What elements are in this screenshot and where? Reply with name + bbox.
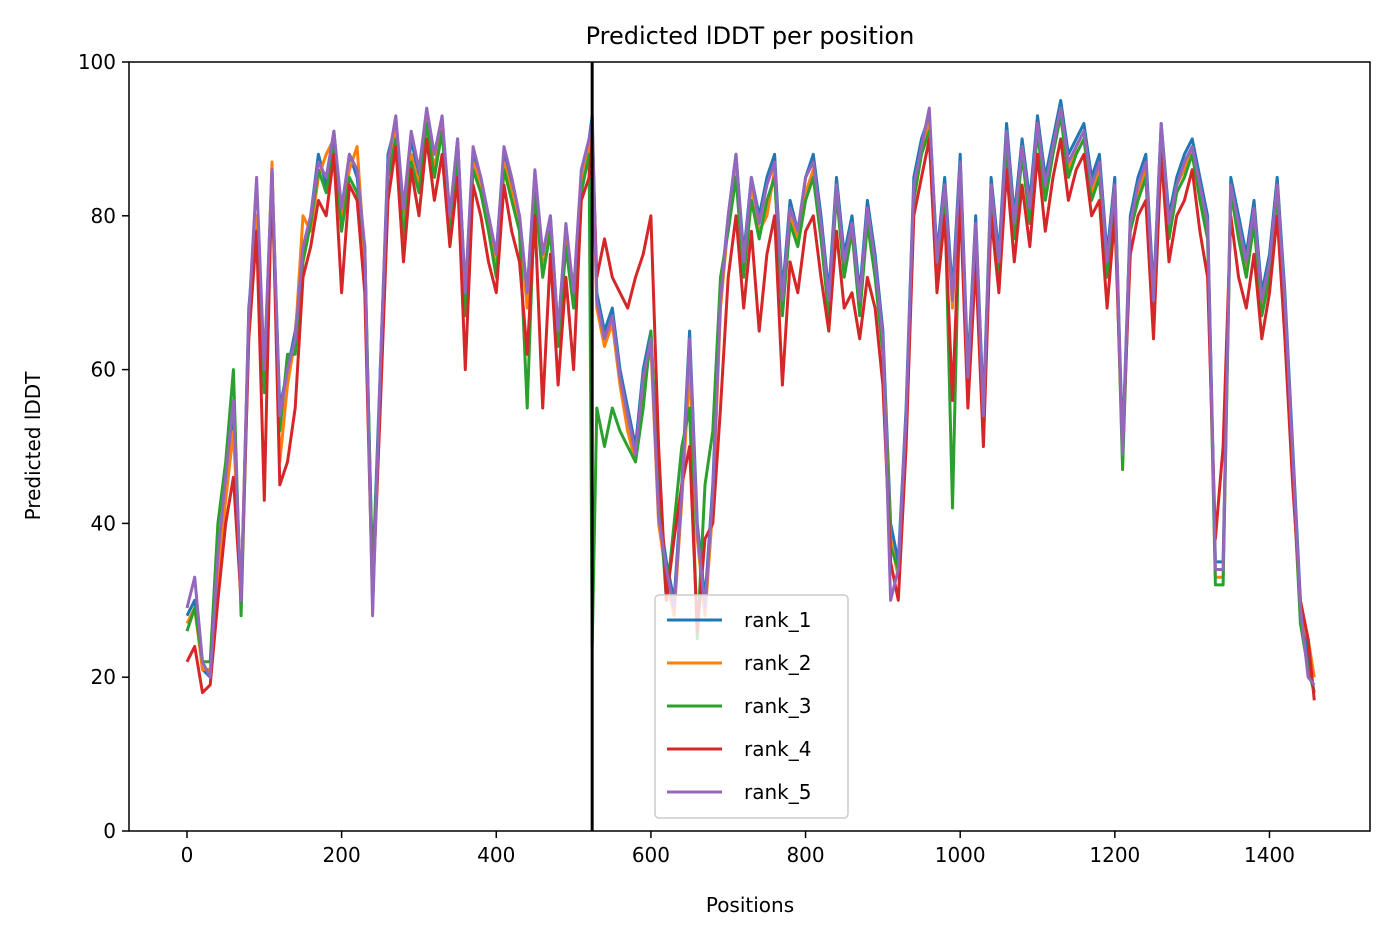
- chart-title: Predicted lDDT per position: [586, 22, 915, 50]
- y-tick-label: 20: [91, 665, 116, 689]
- y-axis-label: Predicted lDDT: [21, 371, 45, 521]
- y-tick-label: 60: [91, 358, 116, 382]
- series-layer: [185, 99, 1316, 701]
- x-tick-label: 800: [786, 843, 824, 867]
- x-tick-label: 1000: [935, 843, 986, 867]
- x-tick-label: 200: [323, 843, 361, 867]
- y-axis-ticks: 0 20 40 60 80 100: [78, 50, 129, 843]
- legend: rank_1 rank_2 rank_3 rank_4 rank_5: [654, 594, 849, 819]
- x-tick-label: 600: [632, 843, 670, 867]
- legend-label-rank_3: rank_3: [744, 694, 811, 718]
- legend-label-rank_2: rank_2: [744, 651, 811, 675]
- x-tick-label: 1200: [1089, 843, 1140, 867]
- x-tick-label: 1400: [1244, 843, 1295, 867]
- legend-label-rank_5: rank_5: [744, 780, 811, 804]
- series-line-rank_5: [185, 106, 1316, 686]
- x-axis-label: Positions: [706, 893, 794, 917]
- y-tick-label: 100: [78, 50, 116, 74]
- y-tick-label: 80: [91, 204, 116, 228]
- legend-box: [654, 594, 849, 819]
- y-tick-label: 40: [91, 511, 116, 535]
- x-axis-ticks: 0 200 400 600 800 1000 1200 1400: [181, 831, 1295, 867]
- y-tick-label: 0: [103, 819, 116, 843]
- legend-label-rank_4: rank_4: [744, 737, 811, 761]
- plot-frame: [128, 61, 1371, 832]
- x-tick-label: 0: [181, 843, 194, 867]
- legend-label-rank_1: rank_1: [744, 608, 811, 632]
- x-tick-label: 400: [477, 843, 515, 867]
